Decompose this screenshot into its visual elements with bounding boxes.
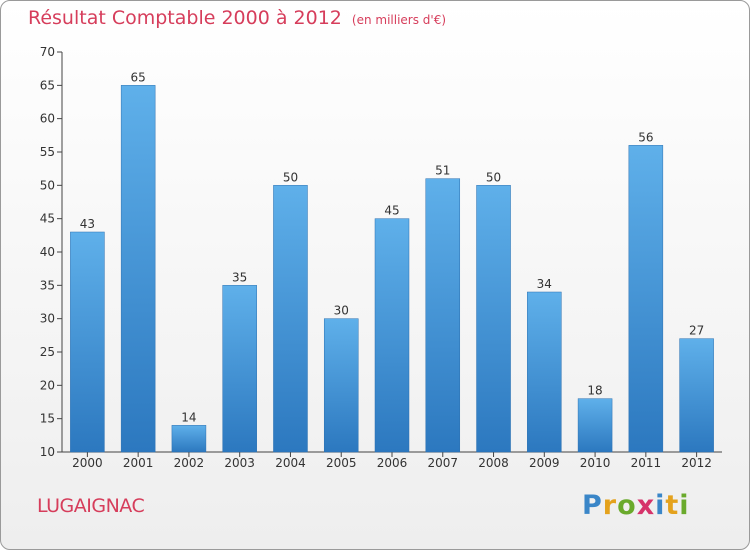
x-tick-label: 2002: [174, 456, 205, 470]
x-tick-label: 2006: [377, 456, 408, 470]
bar: [273, 185, 308, 453]
data-label: 50: [283, 170, 298, 184]
data-label: 56: [638, 130, 653, 144]
y-tick-label: 70: [40, 45, 55, 59]
data-label: 51: [435, 164, 450, 178]
bar: [120, 85, 156, 453]
y-tick-label: 45: [40, 212, 55, 226]
y-tick-label: 25: [40, 345, 55, 359]
data-label: 14: [181, 410, 196, 424]
bar: [323, 318, 359, 453]
data-label: 65: [131, 70, 146, 84]
bar: [374, 218, 410, 453]
data-label: 27: [689, 324, 704, 338]
x-tick-label: 2000: [72, 456, 103, 470]
data-label: 35: [232, 270, 247, 284]
bar: [628, 145, 664, 453]
y-tick-label: 35: [40, 278, 55, 292]
y-axis: 10 15 20 25 30 35 40 45 50 55 60 65 70: [40, 45, 63, 459]
x-tick-label: 2007: [427, 456, 458, 470]
x-tick-label: 2011: [631, 456, 662, 470]
y-tick-label: 15: [40, 412, 55, 426]
bar: [222, 285, 257, 453]
data-label: 43: [80, 217, 95, 231]
x-tick-label: 2012: [681, 456, 712, 470]
brand-letter: t: [665, 490, 680, 521]
x-tick-label: 2004: [275, 456, 306, 470]
chart-title: Résultat Comptable 2000 à 2012 (en millie…: [28, 7, 446, 29]
x-axis: 2000 2001 2002 2003 2004 2005 2006 2007 2008 2009…: [62, 451, 722, 470]
bar: [577, 398, 613, 453]
x-tick-label: 2008: [478, 456, 509, 470]
brand-letter: P: [582, 490, 603, 521]
bar: [527, 291, 562, 453]
y-tick-label: 30: [40, 312, 55, 326]
y-tick-label: 55: [40, 145, 55, 159]
y-tick-label: 65: [40, 78, 55, 92]
bar: [476, 185, 511, 453]
data-label: 18: [587, 384, 602, 398]
brand-letter: x: [636, 490, 656, 521]
data-label: 30: [334, 304, 349, 318]
y-tick-label: 10: [40, 445, 55, 459]
bar: [171, 425, 207, 453]
y-tick-label: 50: [40, 178, 55, 192]
brand-letter: r: [602, 490, 618, 521]
x-tick-label: 2003: [224, 456, 255, 470]
data-label: 45: [384, 204, 399, 218]
data-label: 34: [537, 277, 552, 291]
bar: [679, 338, 714, 453]
bars: 43 65 14 35 50 30 45 51 50 34 18 56 27: [70, 70, 714, 453]
bar: [70, 231, 105, 453]
chart-title-text: Résultat Comptable 2000 à 2012: [28, 7, 342, 29]
brand-logo: Proxiti: [582, 490, 690, 521]
x-tick-label: 2009: [529, 456, 560, 470]
x-tick-label: 2005: [326, 456, 357, 470]
x-tick-label: 2001: [123, 456, 154, 470]
y-tick-label: 20: [40, 378, 55, 392]
data-label: 50: [486, 170, 501, 184]
location-name: LUGAIGNAC: [37, 495, 145, 517]
chart-subtitle: (en milliers d'€): [351, 13, 447, 27]
bar: [425, 178, 461, 453]
y-tick-label: 60: [40, 112, 55, 126]
x-tick-label: 2010: [580, 456, 611, 470]
brand-letter: i: [679, 490, 690, 521]
y-tick-label: 40: [40, 245, 55, 259]
brand-letter: o: [617, 490, 637, 521]
brand-letter: i: [655, 490, 666, 521]
